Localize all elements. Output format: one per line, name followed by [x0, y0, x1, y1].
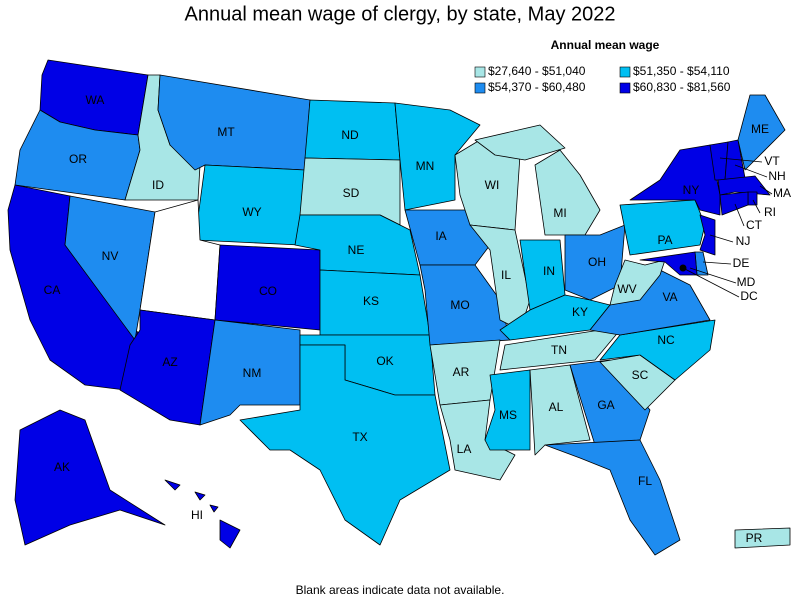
legend: $27,640 - $51,040 $51,350 - $54,110 $54,37… [474, 64, 731, 94]
leader-line [734, 164, 768, 178]
state-label: TN [551, 343, 567, 357]
state-label: VA [662, 290, 677, 304]
state-label: SC [632, 368, 649, 382]
state-label: DC [740, 289, 758, 303]
state-label: FL [638, 474, 652, 488]
legend-label: $51,350 - $54,110 [633, 64, 730, 78]
state-label: LA [457, 442, 472, 456]
state-label: CT [746, 218, 763, 232]
state-shape [544, 439, 681, 556]
state-shape [14, 409, 166, 546]
state-label: ID [152, 178, 164, 192]
state-label: MT [217, 125, 235, 139]
state-label: MO [450, 298, 469, 312]
state-label: AK [54, 460, 70, 474]
state-label: KS [363, 294, 379, 308]
leader-line [709, 234, 734, 243]
legend-swatch [619, 82, 631, 94]
state-shape [64, 195, 156, 341]
state-label: NM [243, 366, 262, 380]
state-label: NH [768, 169, 785, 183]
footnote: Blank areas indicate data not available. [296, 583, 505, 597]
state-label: IA [435, 229, 446, 243]
state-shape [619, 199, 706, 256]
legend-label: $54,370 - $60,480 [488, 80, 586, 94]
state-label: MI [553, 206, 566, 220]
state-shape [199, 319, 301, 426]
legend-swatch [474, 66, 486, 78]
state-label: NE [348, 243, 365, 257]
legend-label: $60,830 - $81,560 [633, 80, 731, 94]
state-label: NJ [736, 234, 751, 248]
state-label: RI [764, 205, 776, 219]
state-label: AR [453, 365, 470, 379]
state-label: NV [102, 249, 119, 263]
state-label: MA [773, 186, 791, 200]
state-label: WA [86, 93, 105, 107]
state-shape [699, 214, 716, 256]
state-label: SD [343, 186, 360, 200]
state-shape [719, 191, 749, 216]
state-shape [499, 294, 611, 341]
state-label: MS [499, 408, 517, 422]
state-label: NY [683, 183, 700, 197]
state-label: MD [737, 275, 756, 289]
state-label: CA [44, 283, 61, 297]
legend-swatch [619, 66, 631, 78]
state-label: VT [764, 154, 780, 168]
legend-title: Annual mean wage [551, 38, 660, 52]
state-label: PR [746, 531, 763, 545]
map-title: Annual mean wage of clergy, by state, Ma… [185, 3, 616, 25]
state-label: IL [501, 268, 511, 282]
state-label: WI [485, 178, 500, 192]
state-label: GA [597, 398, 614, 412]
state-label: OR [69, 152, 87, 166]
state-shape [157, 74, 311, 171]
state-label: AL [549, 400, 564, 414]
state-label: WV [617, 282, 636, 296]
leader-line [734, 203, 745, 227]
state-shape [404, 209, 491, 266]
state-labels: WA OR CA NV ID MT WY CO AZ NM ND SD NE KS OK TX MN IA MO AR… [44, 93, 791, 545]
legend-swatch [474, 82, 486, 94]
leader-line [752, 199, 761, 214]
legend-label: $27,640 - $51,040 [488, 64, 586, 78]
state-label: OK [376, 354, 393, 368]
state-shape [474, 124, 601, 236]
leader-line [689, 267, 737, 284]
leader-line [702, 261, 732, 265]
leader-line [719, 157, 763, 163]
state-label: CO [259, 284, 277, 298]
state-shape [737, 94, 786, 171]
state-shape [439, 399, 516, 481]
state-label: OH [588, 255, 606, 269]
state-label: KY [572, 305, 588, 319]
state-shape [569, 359, 651, 446]
state-label: HI [191, 508, 203, 522]
state-label: TX [352, 430, 367, 444]
state-shape [394, 102, 481, 211]
state-shape [609, 259, 666, 306]
state-shape [164, 479, 241, 549]
state-label: NC [657, 333, 675, 347]
state-label: PA [657, 233, 672, 247]
state-label: AZ [162, 355, 177, 369]
state-label: ME [751, 122, 769, 136]
leader-line [759, 185, 773, 195]
state-shape [499, 329, 621, 371]
state-label: WY [242, 205, 261, 219]
state-label: IN [543, 264, 555, 278]
state-label: MN [416, 159, 435, 173]
state-label: DE [733, 256, 750, 270]
state-shape [734, 527, 791, 549]
state-shape [529, 364, 591, 456]
states [7, 59, 791, 556]
leader-line [682, 267, 740, 298]
state-shape [239, 344, 451, 546]
state-label: ND [341, 128, 359, 142]
state-shape [747, 191, 758, 206]
